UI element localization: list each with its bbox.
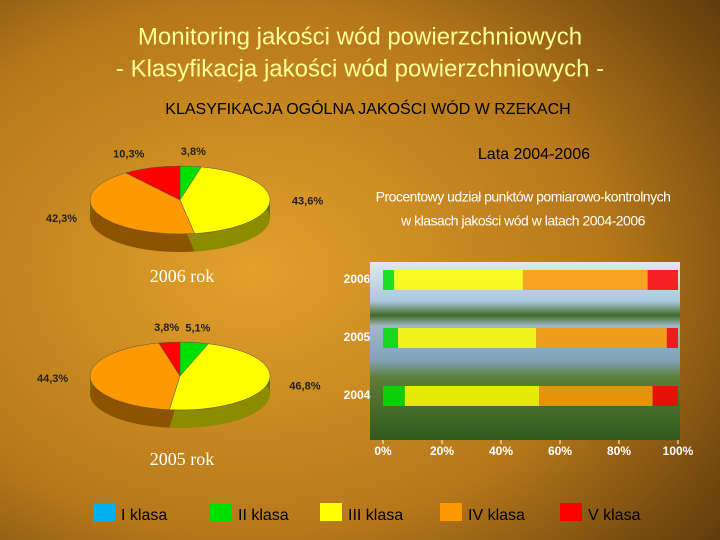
bar-segment [652, 386, 678, 406]
y-tick-label: 2006 [344, 272, 371, 286]
legend-swatch [560, 503, 582, 521]
bar-segment [539, 386, 653, 406]
x-tick-label: 100% [663, 444, 694, 458]
bar-segment [647, 270, 678, 290]
value-label: 42,3% [46, 213, 77, 225]
title: - Klasyfikacja jakości wód powierzchniow… [116, 55, 604, 82]
legend-label: I klasa [121, 507, 167, 524]
bar-segment [536, 328, 667, 348]
bar-segment [404, 386, 540, 406]
x-tick-label: 80% [607, 444, 631, 458]
x-tick-label: 0% [374, 444, 392, 458]
chart-title: 2006 rok [150, 266, 215, 286]
bar-segment [383, 386, 405, 406]
pie-slice [89, 172, 196, 235]
chart-title: Lata 2004-2006 [478, 146, 590, 163]
value-label: 44,3% [37, 373, 68, 385]
legend-swatch [210, 503, 232, 521]
bar-segment [394, 270, 523, 290]
bar-segment [666, 328, 678, 348]
legend-swatch [93, 503, 115, 521]
bar-segment [398, 328, 537, 348]
y-tick-label: 2004 [344, 388, 371, 402]
y-tick-label: 2005 [344, 330, 371, 344]
pie-slice [168, 343, 271, 411]
value-label: 3,8% [181, 146, 206, 158]
value-label: 10,3% [113, 148, 144, 160]
bar-segment [522, 270, 648, 290]
bar-segment [383, 270, 395, 290]
x-tick-label: 40% [489, 444, 513, 458]
legend-label: III klasa [348, 507, 403, 524]
x-tick-label: 60% [548, 444, 572, 458]
value-label: 5,1% [185, 323, 210, 335]
value-label: 43,6% [292, 196, 323, 208]
value-label: 46,8% [289, 380, 320, 392]
legend-label: IV klasa [468, 507, 525, 524]
chart-subtitle: w klasach jakości wód w latach 2004-2006 [400, 213, 646, 229]
x-tick-label: 20% [430, 444, 454, 458]
pie-slice [158, 341, 181, 377]
pie-slice [125, 165, 181, 201]
chart-title: 2005 rok [150, 449, 215, 469]
legend-swatch [440, 503, 462, 521]
bar-segment [383, 328, 399, 348]
chart-subtitle: Procentowy udział punktów pomiarowo-kont… [376, 189, 671, 205]
title: Monitoring jakości wód powierzchniowych [138, 23, 582, 50]
subtitle: KLASYFIKACJA OGÓLNA JAKOŚCI WÓD W RZEKAC… [165, 99, 570, 118]
legend-label: II klasa [238, 507, 289, 524]
legend-swatch [320, 503, 342, 521]
photo [370, 262, 680, 440]
legend-label: V klasa [588, 507, 641, 524]
pie-slice [89, 342, 181, 411]
value-label: 3,8% [154, 322, 179, 334]
pie-slice [179, 166, 271, 234]
